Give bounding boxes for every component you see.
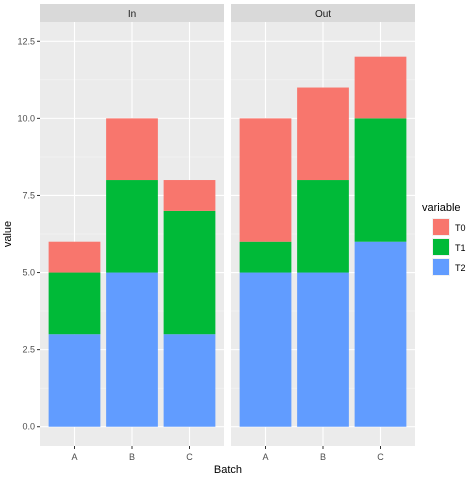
legend-label-t1: T1 <box>455 243 466 253</box>
bar-in-a-t0 <box>48 241 101 273</box>
y-tick-label: 7.5 <box>22 190 35 200</box>
bar-in-b-t2 <box>106 272 158 427</box>
bar-in-b-t0 <box>106 118 158 181</box>
y-axis: 0.0 2.5 5.0 7.5 10.0 12.5 <box>17 36 40 432</box>
bar-in-c-t0 <box>163 180 216 211</box>
legend: variable T0 T1 T2 <box>422 202 466 276</box>
legend-swatch-t2 <box>433 259 449 275</box>
bars-out <box>239 56 407 427</box>
x-tick-label: A <box>262 452 268 462</box>
bar-out-c-t1 <box>354 118 407 242</box>
legend-swatch-t0 <box>433 219 449 235</box>
bar-in-c-t2 <box>163 334 216 427</box>
facet-label-in: In <box>128 9 136 20</box>
bar-out-c-t0 <box>354 56 407 119</box>
x-tick-label: B <box>320 452 326 462</box>
x-axis-out: A B C <box>262 446 384 462</box>
bar-out-c-t2 <box>354 241 407 427</box>
y-tick-label: 10.0 <box>17 113 35 123</box>
facet-label-out: Out <box>315 9 331 20</box>
bar-out-b-t1 <box>297 180 349 273</box>
bar-out-a-t0 <box>239 118 292 242</box>
y-tick-label: 12.5 <box>17 36 35 46</box>
bar-in-a-t1 <box>48 272 101 335</box>
facet-panel-out: Out <box>231 4 415 446</box>
y-tick-label: 2.5 <box>22 345 35 355</box>
x-axis-in: A B C <box>71 446 193 462</box>
bar-out-b-t0 <box>297 87 349 181</box>
bar-in-a-t2 <box>48 334 101 427</box>
legend-label-t0: T0 <box>455 223 466 233</box>
y-tick-label: 5.0 <box>22 268 35 278</box>
facet-panel-in: In <box>40 4 224 446</box>
bar-out-a-t2 <box>239 272 292 427</box>
legend-swatch-t1 <box>433 239 449 255</box>
bars-in <box>48 118 216 427</box>
x-tick-label: C <box>186 452 193 462</box>
bar-in-b-t1 <box>106 180 158 273</box>
legend-label-t2: T2 <box>455 263 466 273</box>
bar-in-c-t1 <box>163 210 216 335</box>
facet-strip-in <box>40 4 224 22</box>
x-tick-label: C <box>377 452 384 462</box>
x-tick-label: A <box>71 452 77 462</box>
bar-out-a-t1 <box>239 241 292 273</box>
x-axis-title: Batch <box>214 464 242 476</box>
y-axis-title: value <box>2 221 14 247</box>
legend-title: variable <box>422 202 461 214</box>
bar-out-b-t2 <box>297 272 349 427</box>
x-tick-label: B <box>129 452 135 462</box>
y-tick-label: 0.0 <box>22 422 35 432</box>
facet-strip-out <box>231 4 415 22</box>
